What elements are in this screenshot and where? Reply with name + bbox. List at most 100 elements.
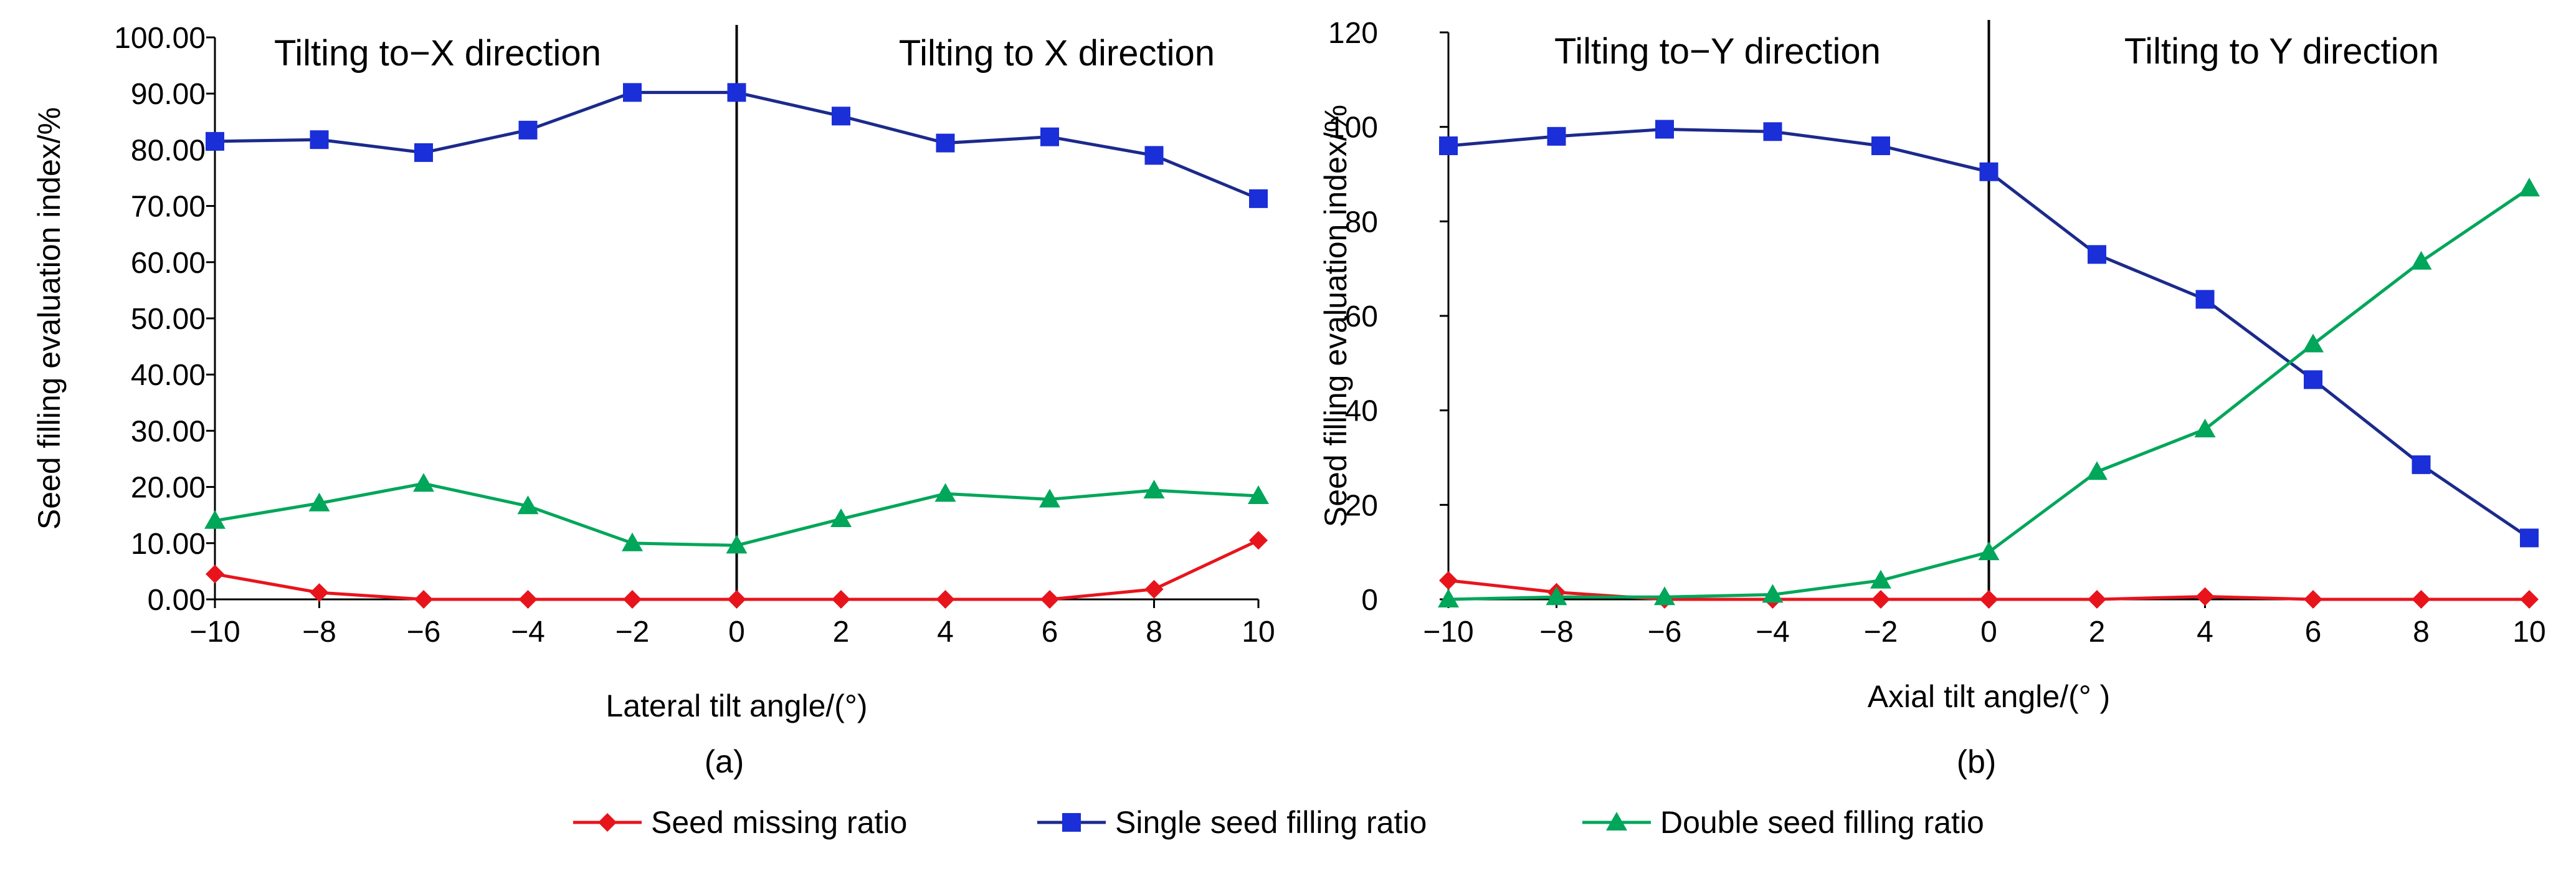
data-point [414,143,433,162]
y-tick-label: 50.00 [131,303,206,336]
data-point [310,583,329,602]
data-point [2520,590,2539,609]
x-tick-label: −2 [1864,616,1898,649]
x-axis-title: Lateral tilt angle/(°) [606,688,867,723]
y-tick-label: 60.00 [131,247,206,280]
data-point [1654,586,1675,606]
series-triangle [1438,178,2540,607]
x-tick-label: −6 [1648,616,1682,649]
x-tick-label: 0 [728,616,745,649]
data-point [1144,579,1164,599]
x-tick-label: −4 [511,616,545,649]
data-point [2304,590,2322,609]
data-point [1547,126,1566,146]
data-point [2412,590,2431,609]
series-triangle [204,473,1269,554]
data-point [623,83,642,102]
data-point [2195,587,2215,606]
legend-item-2: Double seed filling ratio [1582,805,1984,840]
data-point [1979,162,1999,181]
data-point [1248,485,1269,505]
legend-label: Seed missing ratio [651,805,907,840]
data-point [934,483,956,502]
data-point [2086,461,2108,480]
data-point [517,495,539,515]
y-tick-label: 100 [1328,112,1378,145]
x-tick-label: 10 [1242,616,1275,649]
series-square [206,83,1268,208]
y-tick-label: 90.00 [131,78,206,111]
y-tick-label: 70.00 [131,191,206,224]
data-point [518,120,538,140]
data-point [726,535,748,554]
data-point [2194,419,2216,437]
x-tick-label: 2 [833,616,850,649]
y-tick-label: 20.00 [131,472,206,505]
series-diamond [206,531,1268,609]
panel-label: (a) [705,744,744,780]
x-tick-label: 4 [2197,616,2213,649]
x-tick-label: −8 [1539,616,1574,649]
x-tick-label: 0 [1980,616,1997,649]
data-point [1438,589,1459,607]
data-point [308,492,330,512]
legend-label: Double seed filling ratio [1660,805,1984,840]
data-point [206,131,224,151]
legend-marker [598,813,617,832]
x-tick-label: −6 [407,616,441,649]
legend: Seed missing ratio Single seed filling ra… [573,805,1984,840]
data-point [1439,571,1458,590]
y-tick-label: 120 [1328,17,1378,50]
data-point [414,590,433,609]
data-point [727,83,746,102]
data-point [727,590,746,609]
y-tick-label: 30.00 [131,415,206,448]
y-tick-label: 40 [1345,395,1378,428]
chart-panel-b: 0 20 40 60 80 100 120 −10 −8 −6 −4 −2 0 2 4 6 8 10 Tilting… [1318,17,2546,780]
data-point [2520,528,2539,548]
data-point [1871,136,1890,155]
x-tick-label: −4 [1756,616,1790,649]
y-tick-label: 10.00 [131,528,206,561]
data-point [936,133,955,153]
x-tick-label: 6 [2305,616,2322,649]
data-point [2412,455,2431,474]
data-point [1762,584,1784,603]
panel-label: (b) [1957,744,1997,780]
y-tick-label: 100.00 [114,22,206,55]
data-point [1871,590,1890,609]
x-tick-label: 2 [2089,616,2106,649]
y-tick-label: 80 [1345,206,1378,239]
x-tick-label: 8 [1146,616,1162,649]
y-axis-title: Seed filling evaluation index/% [32,107,67,530]
data-point [2088,590,2106,609]
legend-item-1: Single seed filling ratio [1037,805,1427,840]
region-label-positive: Tilting to X direction [899,33,1215,74]
region-label-negative: Tilting to−X direction [274,33,601,74]
x-tick-label: 4 [937,616,954,649]
data-point [1655,120,1674,139]
legend-label: Single seed filling ratio [1115,805,1427,840]
x-axis-title: Axial tilt angle/(° ) [1868,679,2111,714]
y-tick-label: 40.00 [131,359,206,392]
region-label-positive: Tilting to Y direction [2124,31,2439,72]
data-point [1870,569,1891,589]
x-tick-label: 8 [2413,616,2430,649]
data-point [1979,590,1999,609]
data-point [2304,370,2322,389]
data-point [1249,531,1268,550]
data-point [623,590,642,609]
data-point [1040,590,1059,609]
data-point [206,564,224,584]
y-axis-title: Seed filling evaluation index/% [1318,105,1353,527]
data-point [2088,245,2106,264]
data-point [518,590,538,609]
data-point [1249,189,1268,208]
x-tick-label: −2 [615,616,650,649]
data-point [413,473,434,492]
y-tick-label: 80.00 [131,134,206,167]
data-point [1039,488,1060,508]
legend-marker [1062,813,1081,832]
data-point [2519,178,2540,197]
